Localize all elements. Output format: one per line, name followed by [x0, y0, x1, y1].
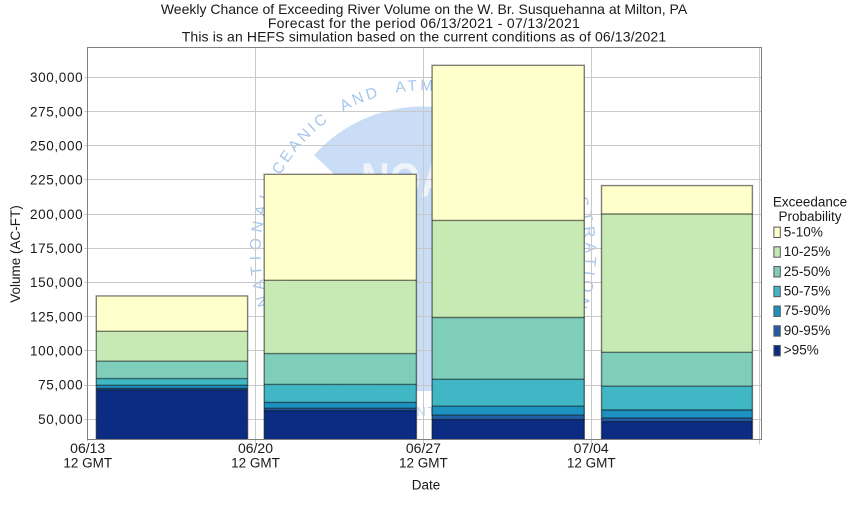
- svg-text:50,000: 50,000: [38, 412, 83, 427]
- svg-text:This is an HEFS simulation bas: This is an HEFS simulation based on the …: [182, 29, 667, 45]
- svg-text:300,000: 300,000: [30, 70, 83, 85]
- svg-text:150,000: 150,000: [30, 275, 83, 290]
- svg-text:06/13: 06/13: [70, 440, 105, 456]
- svg-text:175,000: 175,000: [30, 241, 83, 256]
- svg-text:10-25%: 10-25%: [784, 244, 831, 259]
- svg-text:Probability: Probability: [778, 209, 841, 224]
- svg-text:07/04: 07/04: [574, 440, 609, 456]
- svg-text:225,000: 225,000: [30, 173, 83, 188]
- svg-text:90-95%: 90-95%: [784, 323, 831, 338]
- svg-text:100,000: 100,000: [30, 343, 83, 358]
- svg-text:06/27: 06/27: [406, 440, 441, 456]
- svg-text:75-90%: 75-90%: [784, 303, 831, 318]
- svg-text:125,000: 125,000: [30, 309, 83, 324]
- svg-text:275,000: 275,000: [30, 104, 83, 119]
- svg-text:12 GMT: 12 GMT: [63, 455, 112, 470]
- svg-text:Exceedance: Exceedance: [773, 195, 847, 210]
- svg-text:>95%: >95%: [784, 343, 819, 358]
- svg-text:12 GMT: 12 GMT: [231, 455, 280, 470]
- svg-text:06/20: 06/20: [238, 440, 273, 456]
- svg-text:75,000: 75,000: [38, 378, 83, 393]
- svg-text:250,000: 250,000: [30, 138, 83, 153]
- svg-text:Weekly Chance of Exceeding Riv: Weekly Chance of Exceeding River Volume …: [161, 1, 688, 17]
- svg-text:12 GMT: 12 GMT: [567, 455, 616, 470]
- svg-text:200,000: 200,000: [30, 207, 83, 222]
- svg-text:50-75%: 50-75%: [784, 283, 831, 298]
- svg-text:25-50%: 25-50%: [784, 264, 831, 279]
- svg-text:Volume (AC-FT): Volume (AC-FT): [8, 205, 23, 303]
- svg-text:Forecast for the period 06/13/: Forecast for the period 06/13/2021 - 07/…: [268, 15, 580, 31]
- svg-text:12 GMT: 12 GMT: [399, 455, 448, 470]
- svg-text:Date: Date: [412, 478, 441, 493]
- svg-text:5-10%: 5-10%: [784, 224, 823, 239]
